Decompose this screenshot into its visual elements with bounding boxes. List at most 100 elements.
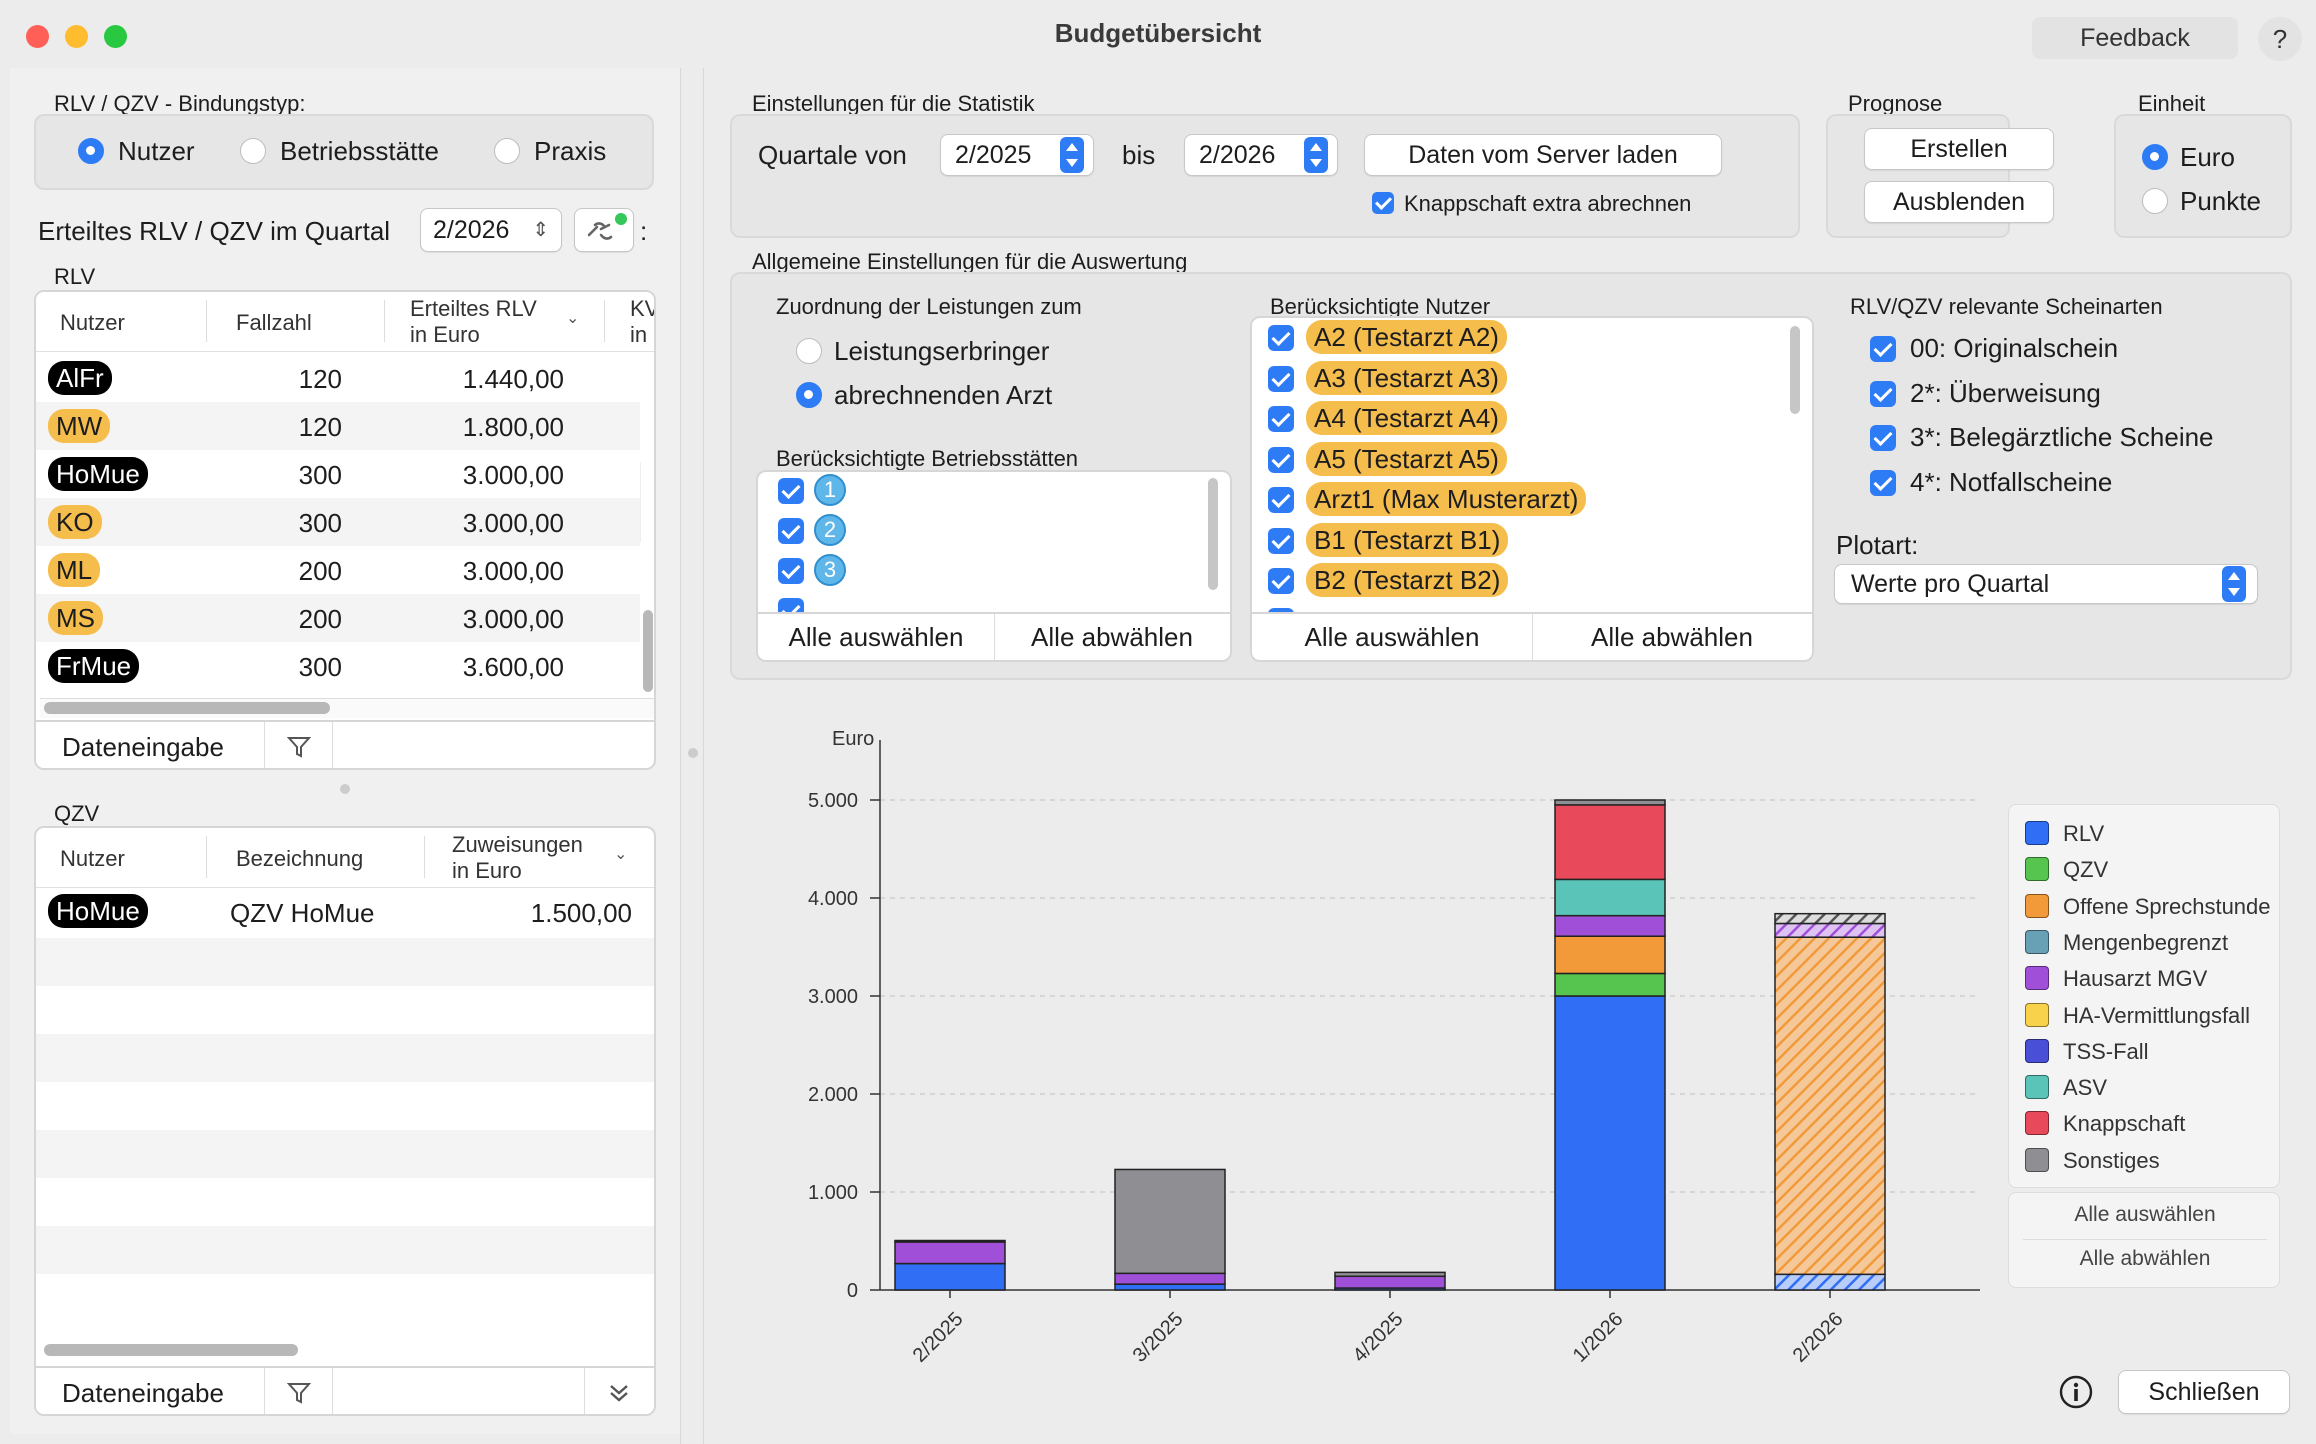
help-button[interactable]: ? (2258, 17, 2302, 61)
scheinart-checkbox[interactable] (1870, 469, 1896, 496)
nutzer-checkbox[interactable] (1268, 325, 1294, 351)
qzv-col-bezeichnung[interactable]: Bezeichnung (236, 846, 364, 871)
radio-leistungserbringer[interactable] (796, 338, 822, 364)
legend-swatch[interactable] (2025, 1002, 2049, 1027)
qzv-row[interactable]: HoMue QZV HoMue 1.500,00 (36, 890, 654, 938)
legend-swatch[interactable] (2025, 857, 2049, 882)
legend-swatch[interactable] (2025, 1111, 2049, 1136)
radio-punkte[interactable] (2142, 188, 2168, 214)
sort-chevron-icon[interactable]: ⌄ (566, 310, 580, 327)
filter-icon[interactable] (286, 734, 312, 760)
rlv-row[interactable]: HoMue 300 3.000,00 (36, 450, 640, 498)
qzv-hscrollbar[interactable] (44, 1344, 298, 1356)
feedback-button[interactable]: Feedback (2032, 17, 2238, 59)
split-handle[interactable] (688, 748, 698, 758)
bar-offene-sprechstunde[interactable] (1554, 935, 1666, 975)
scheinart-checkbox[interactable] (1870, 336, 1896, 362)
betriebsstaette-checkbox[interactable] (778, 558, 804, 584)
legend-swatch[interactable] (2025, 929, 2049, 954)
bar-hausarzt-mgv[interactable] (894, 1241, 1006, 1265)
bis-stepper-icon[interactable] (1304, 137, 1328, 173)
rlv-row[interactable]: AlFr 120 1.440,00 (36, 354, 640, 402)
legend-swatch[interactable] (2025, 893, 2049, 918)
bs-alle-abwaehlen-button[interactable]: Alle abwählen (1031, 622, 1193, 652)
plotart-select[interactable]: Werte pro Quartal (1834, 564, 2258, 604)
info-icon[interactable] (2058, 1374, 2094, 1410)
legend-swatch[interactable] (2025, 966, 2049, 991)
nutzer-alle-auswaehlen-button[interactable]: Alle auswählen (1304, 622, 1480, 652)
bar-rlv[interactable] (894, 1262, 1006, 1291)
betriebsstaette-checkbox[interactable] (778, 478, 804, 504)
legend-alle-auswaehlen-button[interactable]: Alle auswählen (2074, 1203, 2216, 1226)
table-split-handle[interactable] (340, 784, 350, 794)
nutzer-scrollbar[interactable] (1790, 326, 1800, 414)
filter-icon[interactable] (286, 1380, 312, 1406)
qzv-dateneingabe-button[interactable]: Dateneingabe (62, 1378, 224, 1408)
radio-praxis[interactable] (494, 138, 520, 164)
plotart-stepper-icon[interactable] (2222, 566, 2246, 602)
nutzer-checkbox[interactable] (1268, 568, 1294, 594)
radio-nutzer[interactable] (78, 138, 104, 164)
rlv-row[interactable]: ML 200 3.000,00 (36, 546, 640, 594)
bar-offene-sprechstunde[interactable] (1774, 936, 1886, 1276)
rlv-vscrollbar[interactable] (643, 610, 653, 692)
nutzer-checkbox[interactable] (1268, 527, 1294, 554)
radio-euro[interactable] (2142, 144, 2168, 170)
close-window-button[interactable] (26, 25, 49, 48)
bar-qzv[interactable] (1554, 972, 1666, 997)
rlv-dateneingabe-button[interactable]: Dateneingabe (62, 732, 224, 762)
minimize-window-button[interactable] (65, 25, 88, 48)
bar-rlv[interactable] (1554, 995, 1666, 1291)
von-stepper-icon[interactable] (1060, 137, 1084, 173)
bar-sonstiges[interactable] (894, 1239, 1006, 1243)
bar-sonstiges[interactable] (1334, 1271, 1446, 1278)
nutzer-checkbox[interactable] (1268, 365, 1294, 392)
radio-betriebsstaette[interactable] (240, 138, 266, 164)
double-chevron-down-icon[interactable] (606, 1380, 632, 1406)
legend-swatch[interactable] (2025, 1075, 2049, 1100)
legend-swatch[interactable] (2025, 1038, 2049, 1063)
rlv-row[interactable]: KO 300 3.000,00 (36, 498, 640, 546)
zoom-window-button[interactable] (104, 25, 127, 48)
nutzer-checkbox[interactable] (1268, 406, 1294, 432)
bs-scrollbar[interactable] (1208, 478, 1218, 590)
col-nutzer[interactable]: Nutzer (60, 310, 125, 335)
prognose-ausblenden-button[interactable]: Ausblenden (1864, 181, 2054, 223)
legend-swatch[interactable] (2025, 821, 2049, 845)
prognose-erstellen-button[interactable]: Erstellen (1864, 128, 2054, 170)
bs-alle-auswaehlen-button[interactable]: Alle auswählen (788, 622, 964, 652)
bar-hausarzt-mgv[interactable] (1554, 914, 1666, 937)
nutzer-checkbox[interactable] (1268, 446, 1294, 473)
rlv-row[interactable]: MW 120 1.800,00 (36, 402, 640, 450)
schliessen-button[interactable]: Schließen (2118, 1370, 2290, 1414)
split-divider[interactable] (680, 68, 704, 1444)
col-kv-1[interactable]: KV (630, 296, 654, 321)
bar-asv[interactable] (1554, 878, 1666, 917)
scheinart-checkbox[interactable] (1870, 425, 1896, 451)
qzv-col-nutzer[interactable]: Nutzer (60, 846, 125, 871)
radio-abrechnender-arzt[interactable] (796, 382, 822, 408)
bar-knappschaft[interactable] (1554, 804, 1666, 881)
sort-chevron-icon[interactable]: ⌄ (614, 846, 628, 863)
rlv-row[interactable]: FrMue 300 3.600,00 (36, 642, 640, 690)
server-laden-button[interactable]: Daten vom Server laden (1364, 134, 1722, 176)
rlv-row[interactable]: MS 200 3.000,00 (36, 594, 640, 642)
bar-rlv[interactable] (1774, 1273, 1886, 1291)
bar-sonstiges[interactable] (1774, 912, 1886, 925)
legend-swatch[interactable] (2025, 1147, 2049, 1172)
bar-hausarzt-mgv[interactable] (1114, 1272, 1226, 1285)
bar-sonstiges[interactable] (1554, 799, 1666, 806)
bar-hausarzt-mgv[interactable] (1774, 922, 1886, 938)
knappschaft-checkbox[interactable] (1372, 192, 1394, 214)
bar-hausarzt-mgv[interactable] (1334, 1275, 1446, 1289)
qzv-col-zuweisungen-1[interactable]: Zuweisungen (452, 832, 583, 857)
col-fallzahl[interactable]: Fallzahl (236, 310, 312, 335)
bar-rlv[interactable] (1114, 1283, 1226, 1291)
erteilt-quarter-select[interactable]: 2/2026 ⇕ (420, 208, 562, 252)
col-erteilt-1[interactable]: Erteiltes RLV (410, 296, 537, 321)
rlv-hscrollbar[interactable] (44, 702, 330, 714)
nutzer-checkbox[interactable] (1268, 487, 1294, 513)
betriebsstaette-checkbox[interactable] (778, 518, 804, 544)
link-button[interactable] (574, 208, 634, 252)
legend-alle-abwaehlen-button[interactable]: Alle abwählen (2079, 1247, 2211, 1270)
